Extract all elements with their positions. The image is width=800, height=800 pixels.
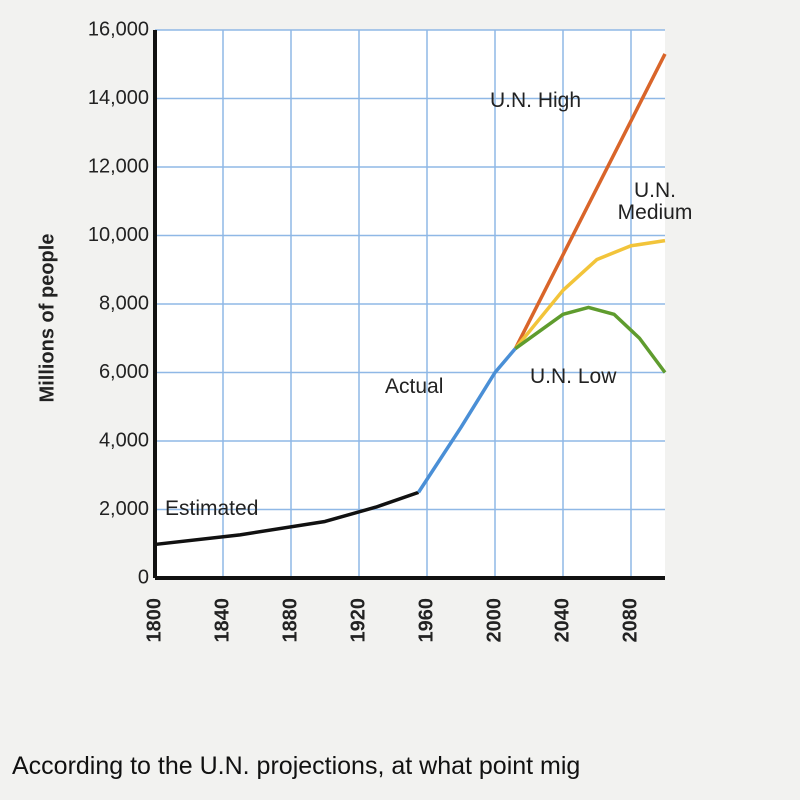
y-axis-label: Millions of people bbox=[36, 234, 58, 403]
y-tick-label: 4,000 bbox=[99, 429, 149, 451]
line bbox=[513, 53, 667, 350]
line bbox=[514, 305, 667, 374]
series-label: U.N. High bbox=[490, 89, 582, 112]
line bbox=[514, 238, 666, 350]
series-label: Estimated bbox=[165, 497, 259, 520]
series-label: Actual bbox=[385, 375, 444, 398]
y-tick-label: 0 bbox=[138, 566, 149, 588]
x-tick-label: 1920 bbox=[347, 598, 369, 643]
y-tick-label: 10,000 bbox=[88, 224, 149, 246]
series-label: U.N. Medium bbox=[617, 179, 693, 224]
y-tick-label: 6,000 bbox=[99, 361, 149, 383]
series-label: U.N. Low bbox=[530, 365, 617, 388]
x-tick-label: 1840 bbox=[211, 598, 233, 643]
x-tick-label: 2000 bbox=[483, 598, 505, 643]
line bbox=[417, 347, 517, 494]
x-tick-label: 1800 bbox=[143, 598, 165, 643]
y-tick-label: 16,000 bbox=[88, 18, 149, 40]
y-tick-label: 12,000 bbox=[88, 155, 149, 177]
x-tick-label: 2040 bbox=[551, 598, 573, 643]
y-tick-label: 2,000 bbox=[99, 498, 149, 520]
question: According to the U.N. projections, at wh… bbox=[12, 752, 581, 780]
x-tick-label: 1880 bbox=[279, 598, 301, 643]
y-tick-label: 14,000 bbox=[88, 87, 149, 109]
y-tick-label: 8,000 bbox=[99, 292, 149, 314]
line bbox=[154, 490, 420, 547]
x-tick-label: 1960 bbox=[415, 598, 437, 643]
x-tick-label: 2080 bbox=[619, 598, 641, 643]
